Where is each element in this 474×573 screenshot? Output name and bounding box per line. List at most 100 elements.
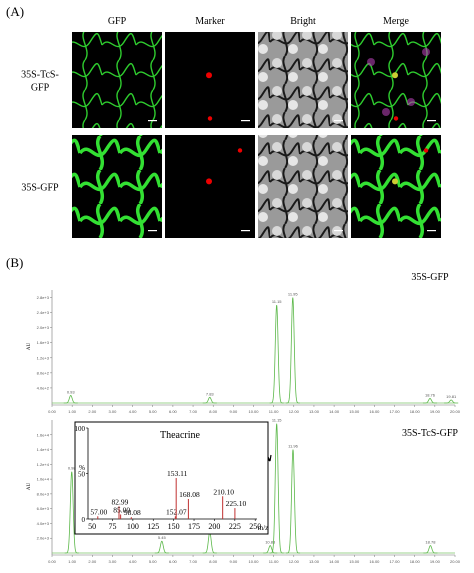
x-tick-label: 8.00 [209, 409, 218, 414]
scale-bar [334, 120, 343, 122]
nucleus [207, 116, 213, 121]
scale-bar [148, 120, 157, 122]
x-tick-label: 4.00 [129, 409, 138, 414]
x-tick-label: 11.00 [269, 559, 279, 564]
scale-bar [241, 120, 250, 122]
x-tick-label: 10.00 [248, 409, 259, 414]
column-header: Marker [195, 16, 225, 27]
y-tick-label: 8.0e+3 [37, 491, 50, 496]
x-tick-label: 150 [168, 522, 180, 531]
x-tick-label: 9.00 [229, 559, 238, 564]
x-tick-label: 3.00 [109, 559, 118, 564]
peak-label: 11.15 [272, 418, 282, 423]
x-tick-label: 200 [208, 522, 220, 531]
peak [423, 545, 438, 554]
nucleus [423, 148, 429, 153]
row-label: GFP [31, 83, 50, 94]
peak-label: 0.98 [68, 466, 77, 471]
x-tick-label: 10.00 [248, 559, 259, 564]
peak-label: 19.81 [446, 394, 457, 399]
peak-label: 11.96 [288, 444, 298, 449]
x-tick-label: 8.00 [209, 559, 218, 564]
peak [64, 471, 79, 554]
peak [422, 398, 438, 404]
x-tick-label: 15.00 [349, 409, 360, 414]
peak [202, 531, 217, 554]
peak [444, 399, 459, 404]
peak-label: 11.15 [272, 299, 282, 304]
x-tick-label: 50 [88, 522, 96, 531]
y-tick-label: 1.6e+3 [37, 340, 50, 345]
y-tick-label: 2.4e+3 [37, 310, 50, 315]
x-tick-label: 0.00 [48, 559, 57, 564]
peak-label: 18.78 [425, 540, 436, 545]
micrograph-texture [258, 32, 348, 128]
x-tick-label: 225 [229, 522, 241, 531]
peak [263, 545, 278, 554]
y-axis-label: AU [27, 483, 32, 491]
peak-label: 153.11 [167, 469, 188, 478]
signal [407, 98, 415, 106]
peak-label: 85.00 [113, 505, 130, 514]
x-tick-label: 13.00 [309, 409, 320, 414]
mass-spectrum-inset: Theacrine%m/z50 75 100 125 150 175 200 225 25005… [74, 421, 269, 535]
y-tick-label: 8.0e+2 [37, 370, 50, 375]
peak [285, 449, 301, 554]
x-tick-label: 19.00 [430, 559, 441, 564]
x-tick-label: 0.00 [48, 409, 57, 414]
x-tick-label: 17.00 [390, 409, 401, 414]
x-tick-label: 14.00 [329, 409, 340, 414]
peak [63, 395, 78, 404]
x-tick-label: 16.00 [369, 409, 380, 414]
x-tick-label: 18.00 [410, 409, 421, 414]
y-tick-label: 4.0e+3 [37, 521, 50, 526]
signal [382, 108, 390, 116]
trace-name: 35S-GFP [411, 272, 449, 283]
peak [285, 297, 300, 404]
y-tick-label: 2.0e+3 [37, 325, 50, 330]
micrograph [165, 32, 255, 128]
signal [367, 58, 375, 66]
x-tick-label: 7.00 [189, 559, 198, 564]
peak-label: 98.08 [124, 508, 141, 517]
y-tick-label: 2.8e+3 [37, 295, 50, 300]
y-tick-label: 1.2e+4 [37, 462, 50, 467]
row-label: 35S-TcS- [21, 70, 59, 81]
trace-name: 35S-TcS-GFP [402, 428, 458, 439]
nucleus [393, 116, 399, 121]
x-tick-label: 2.00 [88, 409, 97, 414]
y-axis-label: AU [27, 343, 32, 351]
x-tick-label: 12.00 [289, 409, 300, 414]
column-header: GFP [108, 16, 127, 27]
x-tick-label: 7.00 [189, 409, 198, 414]
y-tick-label: 0 [82, 516, 86, 524]
peak [269, 423, 284, 554]
nucleus [392, 72, 398, 79]
y-tick-label: 4.0e+2 [37, 385, 50, 390]
peak-label: 10.83 [265, 540, 276, 545]
x-tick-label: 11.00 [269, 409, 279, 414]
column-header: Bright [290, 16, 316, 27]
y-tick-label: 1.6e+4 [37, 432, 50, 437]
peak-label: 5.45 [158, 535, 167, 540]
scale-bar [427, 230, 436, 232]
y-tick-label: 1.2e+3 [37, 355, 50, 360]
x-axis-label: m/z [258, 524, 269, 532]
micrographs: GFP Marker Bright Merge 35S-TcS- GFP 35S-GFP [21, 16, 441, 238]
row-label: 35S-GFP [21, 183, 59, 194]
x-tick-label: 18.00 [410, 559, 421, 564]
scale-bar [148, 230, 157, 232]
y-axis-label: % [79, 464, 85, 472]
scale-bar [427, 120, 436, 122]
peak-label: 18.76 [425, 392, 436, 397]
x-tick-label: 14.00 [329, 559, 340, 564]
panel-label: (B) [6, 255, 23, 270]
x-tick-label: 1.00 [68, 559, 77, 564]
x-tick-label: 6.00 [169, 409, 178, 414]
x-tick-label: 12.00 [289, 559, 300, 564]
x-tick-label: 3.00 [109, 409, 118, 414]
panel-label: (A) [6, 4, 24, 19]
x-tick-label: 20.00 [450, 559, 461, 564]
x-tick-label: 4.00 [129, 559, 138, 564]
